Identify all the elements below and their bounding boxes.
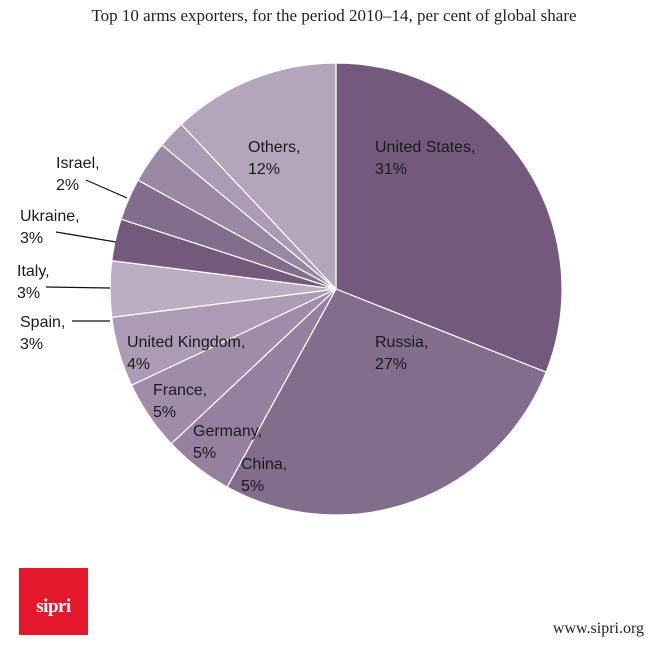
slice-label: United States, 31% xyxy=(375,139,476,178)
slice-label: Germany, 5% xyxy=(193,423,262,462)
slice-label: Spain, 3% xyxy=(20,314,65,353)
slice-label-value: 2% xyxy=(56,177,79,194)
slice-label: France, 5% xyxy=(153,382,207,421)
website-url[interactable]: www.sipri.org xyxy=(552,620,644,637)
slice-label: United Kingdom, 4% xyxy=(127,334,245,373)
slice-label: Italy, 3% xyxy=(17,263,50,302)
slice-label-name: Italy, xyxy=(17,263,50,280)
slice-label-value: 31% xyxy=(375,161,407,178)
slice-label-name: China, xyxy=(241,456,287,473)
sipri-logo[interactable]: sipri xyxy=(19,568,88,635)
slice-label: China, 5% xyxy=(241,456,287,495)
slice-label-name: United Kingdom, xyxy=(127,334,245,351)
sipri-logo-text: sipri xyxy=(36,596,71,617)
slice-label-name: Spain, xyxy=(20,314,65,331)
slice-labels: United States, 31%Russia, 27%China, 5%Germa… xyxy=(17,139,476,495)
slice-label-value: 12% xyxy=(248,161,280,178)
slice-label: Ukraine, 3% xyxy=(20,208,80,247)
slice-label-value: 5% xyxy=(193,445,216,462)
leader-line xyxy=(85,179,128,199)
slice-label-value: 3% xyxy=(17,285,40,302)
slice-label-value: 27% xyxy=(375,356,407,373)
slice-label: Israel, 2% xyxy=(56,155,100,194)
slice-label-name: Ukraine, xyxy=(20,208,80,225)
slice-label: Others, 12% xyxy=(248,139,300,178)
slice-label-name: Israel, xyxy=(56,155,100,172)
pie-slices xyxy=(109,62,563,516)
slice-label-name: Russia, xyxy=(375,334,428,351)
slice-label-value: 5% xyxy=(153,404,176,421)
leader-line xyxy=(45,286,111,289)
leader-line xyxy=(55,231,117,243)
slice-label-name: Germany, xyxy=(193,423,262,440)
slice-label-value: 3% xyxy=(20,336,43,353)
slice-label-value: 3% xyxy=(20,230,43,247)
chart-title: Top 10 arms exporters, for the period 20… xyxy=(91,6,577,25)
pie-slice-others xyxy=(180,62,337,291)
pie-slice-united-states xyxy=(335,62,563,373)
slice-label-name: Others, xyxy=(248,139,300,156)
slice-label-name: United States, xyxy=(375,139,476,156)
pie-slice-russia xyxy=(226,288,547,516)
slice-label-name: France, xyxy=(153,382,207,399)
slice-label-value: 4% xyxy=(127,356,150,373)
leader-lines xyxy=(45,179,128,322)
slice-label-value: 5% xyxy=(241,478,264,495)
slice-label: Russia, 27% xyxy=(375,334,428,373)
